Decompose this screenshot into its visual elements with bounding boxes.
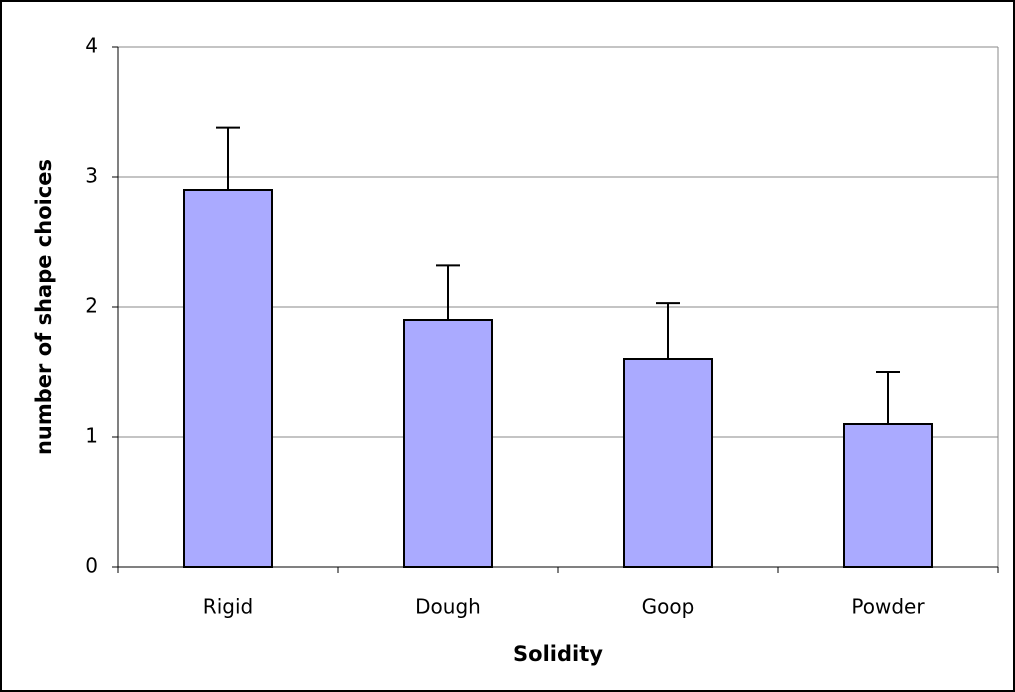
y-tick-label: 4 bbox=[85, 34, 98, 58]
y-tick-label: 2 bbox=[85, 294, 98, 318]
error-bar bbox=[436, 264, 460, 320]
bar bbox=[623, 358, 713, 568]
error-bar bbox=[656, 302, 680, 359]
y-tick-label: 0 bbox=[85, 554, 98, 578]
y-axis-title: number of shape choices bbox=[32, 159, 56, 455]
x-tick-label: Powder bbox=[851, 595, 925, 619]
y-tick-label: 1 bbox=[85, 424, 98, 448]
x-tick-label: Rigid bbox=[203, 595, 253, 619]
y-tick-label: 3 bbox=[85, 164, 98, 188]
bar bbox=[403, 319, 493, 568]
bar bbox=[843, 423, 933, 568]
bar bbox=[183, 189, 273, 568]
x-axis-title: Solidity bbox=[513, 642, 603, 666]
error-bar bbox=[876, 371, 900, 424]
error-bar bbox=[216, 126, 240, 190]
x-tick-label: Goop bbox=[642, 595, 695, 619]
x-tick-label: Dough bbox=[415, 595, 481, 619]
